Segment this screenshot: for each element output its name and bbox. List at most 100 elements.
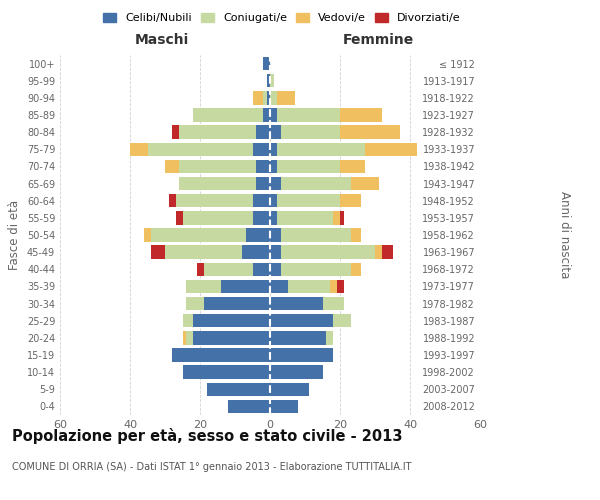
Bar xyxy=(365,142,417,156)
Bar xyxy=(277,142,365,156)
Bar xyxy=(270,297,323,310)
Bar xyxy=(203,297,270,310)
Bar xyxy=(350,228,361,241)
Bar xyxy=(242,246,270,259)
Bar xyxy=(144,228,151,241)
Bar xyxy=(253,91,263,104)
Bar xyxy=(270,194,277,207)
Bar xyxy=(270,280,287,293)
Bar xyxy=(169,194,176,207)
Bar xyxy=(186,297,203,310)
Bar xyxy=(176,211,182,224)
Bar xyxy=(281,177,350,190)
Bar xyxy=(340,194,361,207)
Bar xyxy=(182,314,193,328)
Bar xyxy=(329,280,337,293)
Bar xyxy=(179,160,256,173)
Bar xyxy=(253,211,270,224)
Bar xyxy=(263,57,270,70)
Bar xyxy=(179,126,256,139)
Bar xyxy=(270,314,333,328)
Bar xyxy=(270,91,277,104)
Bar xyxy=(270,142,277,156)
Bar xyxy=(266,74,270,88)
Bar xyxy=(165,160,179,173)
Bar xyxy=(270,228,281,241)
Bar xyxy=(277,108,340,122)
Bar xyxy=(256,160,270,173)
Bar xyxy=(193,331,270,344)
Bar xyxy=(287,280,329,293)
Bar xyxy=(326,331,333,344)
Bar xyxy=(277,211,333,224)
Bar xyxy=(256,126,270,139)
Bar xyxy=(182,211,253,224)
Legend: Celibi/Nubili, Coniugati/e, Vedovi/e, Divorziati/e: Celibi/Nubili, Coniugati/e, Vedovi/e, Di… xyxy=(99,8,465,28)
Bar xyxy=(277,160,340,173)
Bar xyxy=(323,297,343,310)
Bar xyxy=(263,108,270,122)
Bar xyxy=(277,91,295,104)
Bar xyxy=(281,262,350,276)
Bar xyxy=(256,177,270,190)
Bar xyxy=(350,262,361,276)
Text: Maschi: Maschi xyxy=(135,34,189,48)
Bar xyxy=(193,314,270,328)
Bar xyxy=(270,160,277,173)
Bar xyxy=(207,382,270,396)
Bar xyxy=(281,228,350,241)
Y-axis label: Anni di nascita: Anni di nascita xyxy=(559,192,571,278)
Bar xyxy=(270,366,323,379)
Bar xyxy=(350,177,379,190)
Bar xyxy=(270,331,326,344)
Bar xyxy=(333,314,350,328)
Bar xyxy=(281,246,375,259)
Bar xyxy=(263,91,266,104)
Bar xyxy=(186,280,221,293)
Bar xyxy=(148,142,253,156)
Bar xyxy=(182,366,270,379)
Y-axis label: Fasce di età: Fasce di età xyxy=(8,200,21,270)
Text: Popolazione per età, sesso e stato civile - 2013: Popolazione per età, sesso e stato civil… xyxy=(12,428,403,444)
Bar xyxy=(270,177,281,190)
Bar xyxy=(270,382,308,396)
Bar xyxy=(151,246,165,259)
Bar xyxy=(270,108,277,122)
Bar xyxy=(270,246,281,259)
Bar xyxy=(245,228,270,241)
Bar xyxy=(253,194,270,207)
Bar xyxy=(165,246,242,259)
Bar xyxy=(221,280,270,293)
Bar xyxy=(253,142,270,156)
Bar xyxy=(333,211,340,224)
Bar xyxy=(266,91,270,104)
Bar xyxy=(277,194,340,207)
Bar xyxy=(203,262,253,276)
Bar xyxy=(337,280,343,293)
Bar xyxy=(340,108,382,122)
Bar xyxy=(172,126,179,139)
Bar xyxy=(270,74,274,88)
Bar xyxy=(182,331,186,344)
Bar xyxy=(130,142,148,156)
Bar xyxy=(375,246,382,259)
Bar xyxy=(281,126,340,139)
Bar xyxy=(253,262,270,276)
Bar xyxy=(270,400,298,413)
Text: COMUNE DI ORRIA (SA) - Dati ISTAT 1° gennaio 2013 - Elaborazione TUTTITALIA.IT: COMUNE DI ORRIA (SA) - Dati ISTAT 1° gen… xyxy=(12,462,412,472)
Bar xyxy=(270,211,277,224)
Bar xyxy=(176,194,253,207)
Bar xyxy=(382,246,392,259)
Text: Femmine: Femmine xyxy=(343,34,413,48)
Bar xyxy=(270,126,281,139)
Bar xyxy=(270,348,333,362)
Bar xyxy=(340,211,343,224)
Bar xyxy=(340,160,365,173)
Bar xyxy=(151,228,245,241)
Bar xyxy=(172,348,270,362)
Bar xyxy=(197,262,203,276)
Bar xyxy=(179,177,256,190)
Bar xyxy=(228,400,270,413)
Bar xyxy=(270,262,281,276)
Bar xyxy=(340,126,400,139)
